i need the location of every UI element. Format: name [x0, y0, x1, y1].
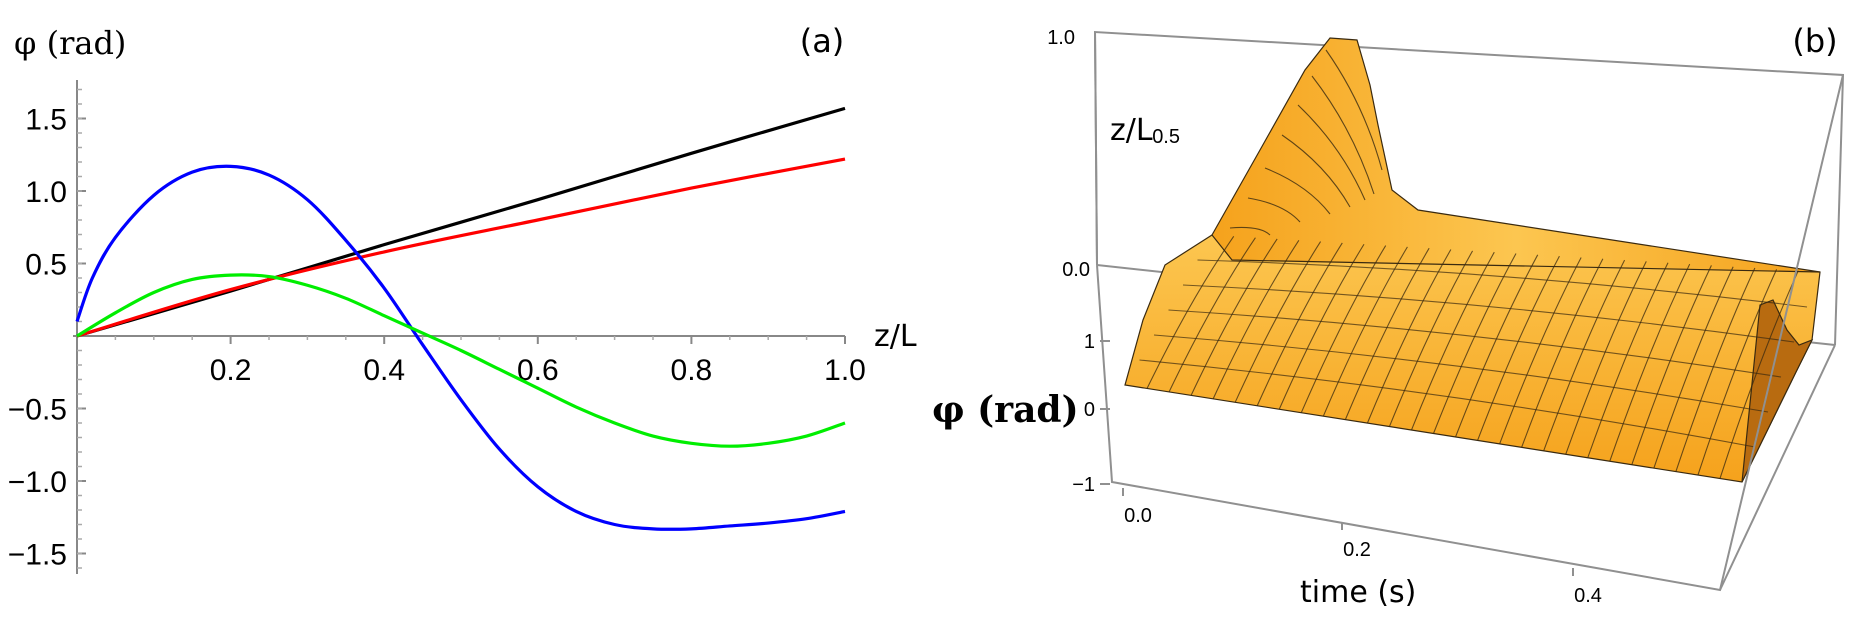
chart-panel-b: (b) 0.0 0.2 0.4 0.0 0.5 1.0 1 0 −1 z/L φ (rad) t… [932, 22, 1845, 610]
time-tick-label: 0.2 [1343, 539, 1371, 561]
y-tick-label: −1.0 [8, 466, 67, 499]
phi-tick-label: 1 [1084, 331, 1095, 353]
x-tick-label: 0.8 [671, 354, 713, 387]
panel-label-b: (b) [1792, 22, 1837, 60]
mesh-line-z [1168, 309, 1782, 378]
mesh-line-z [1182, 284, 1795, 343]
y-axis-title-a: φ (rad) [14, 24, 126, 62]
time-tick-label: 0.4 [1574, 585, 1602, 607]
time-axis-title-b: time (s) [1300, 575, 1416, 610]
mesh-line-time [1653, 266, 1734, 469]
y-ticks-a: 1.5 1.0 0.5 −0.5 −1.0 −1.5 [8, 104, 86, 572]
mesh-line-time [1190, 238, 1278, 396]
mesh-line-time [1322, 246, 1408, 417]
mesh-line-time [1455, 254, 1539, 438]
box-front-edges [1094, 31, 1844, 592]
mesh-line-ridge [1281, 134, 1351, 208]
mesh-line-time [1631, 265, 1712, 465]
series-line-3 [75, 164, 846, 531]
mesh-line-time [1212, 239, 1300, 400]
mesh-line-time [1477, 255, 1560, 441]
series-line-1 [76, 106, 846, 338]
mesh-line-time [1587, 262, 1669, 458]
y-tick-label: −1.5 [8, 539, 67, 572]
mesh-line-time [1609, 263, 1691, 462]
mesh-line-time [1344, 247, 1430, 420]
mesh-line-ridge [1297, 104, 1366, 201]
mesh-line-ridge [1264, 167, 1331, 215]
z-tick-label: 1.0 [1047, 27, 1075, 49]
z-axis-title-b: z/L [1110, 113, 1153, 148]
mesh-line-time [1146, 236, 1235, 389]
mesh-line-ridge [1247, 197, 1301, 223]
mesh-line-time [1366, 249, 1452, 424]
mesh-line-time [1300, 245, 1387, 413]
surface-sheet [1124, 234, 1821, 483]
z-tick-label: 0.0 [1062, 259, 1090, 281]
mesh-line-time [1697, 269, 1778, 476]
mesh-line-time [1521, 258, 1604, 448]
y-tick-label: 1.5 [25, 104, 67, 137]
y-tick-label: 1.0 [25, 176, 67, 209]
mesh-line-z [1153, 334, 1769, 413]
y-tick-label: −0.5 [8, 394, 67, 427]
x-tick-label: 1.0 [824, 354, 866, 387]
mesh-line-time [1543, 259, 1626, 452]
mesh-line-time [1256, 242, 1343, 407]
chart-panel-a: (a) φ (rad) z/L 0.2 0.4 0.6 0.8 1.0 1.51.00.… [8, 22, 917, 574]
x-tick-label: 0.2 [210, 354, 252, 387]
mesh-line-ridge [1311, 75, 1375, 195]
surface-plot [1124, 37, 1821, 483]
z-tick-label: 0.5 [1152, 126, 1180, 148]
panel-label-a: (a) [800, 22, 845, 60]
series-line-4 [76, 273, 846, 448]
x-tick-label: 0.4 [363, 354, 405, 387]
minor-ticks-a [77, 88, 808, 569]
mesh-line-time [1719, 270, 1799, 479]
series-group-a [75, 106, 846, 531]
axis-ticks-b: 0.0 0.2 0.4 0.0 0.5 1.0 1 0 −1 [1047, 27, 1602, 607]
surface-ridge [1211, 37, 1821, 273]
surface-mesh [1139, 49, 1808, 479]
mesh-line-time [1499, 257, 1582, 445]
mesh-line-ridge [1229, 226, 1271, 236]
mesh-line-time [1168, 237, 1256, 393]
mesh-line-z [1197, 259, 1808, 308]
mesh-line-time [1234, 241, 1322, 403]
mesh-line-ridge [1325, 49, 1383, 171]
mesh-line-z [1139, 359, 1756, 448]
y-tick-label: 0.5 [25, 249, 67, 282]
surface-end-fold [1741, 299, 1814, 483]
time-tick-label: 0.0 [1124, 505, 1152, 527]
phi-tick-label: −1 [1072, 474, 1095, 496]
phi-axis-title-b: φ (rad) [932, 389, 1079, 431]
series-line-2 [76, 157, 846, 338]
phi-tick-label: 0 [1084, 399, 1095, 421]
x-axis-title-a: z/L [874, 319, 917, 354]
x-ticks-a: 0.2 0.4 0.6 0.8 1.0 [210, 336, 866, 387]
mesh-line-time [1278, 243, 1365, 410]
mesh-line-time [1675, 267, 1756, 472]
mesh-line-time [1565, 261, 1647, 455]
